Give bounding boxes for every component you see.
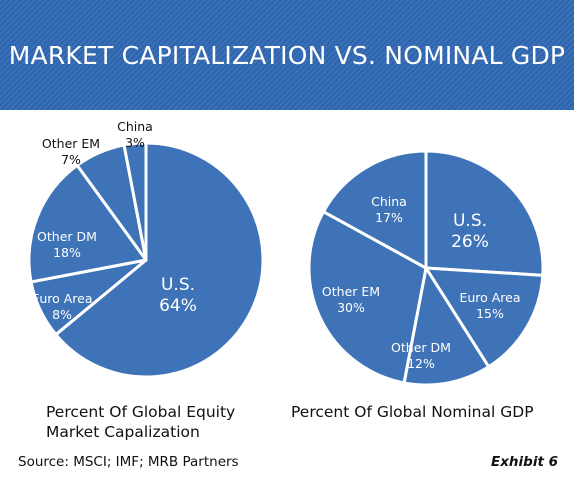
slice-name-other-em: Other EM bbox=[322, 284, 380, 299]
slice-name-other-em: Other EM bbox=[42, 136, 100, 151]
data-label-euro-area: Euro Area 8% bbox=[31, 291, 92, 322]
data-label-other-em: Other EM 30% bbox=[322, 284, 380, 315]
slice-value-china: 17% bbox=[375, 210, 403, 225]
slice-value-euro-area: 15% bbox=[476, 306, 504, 321]
slice-china bbox=[321, 149, 428, 270]
slice-euro-area bbox=[424, 266, 545, 369]
pie-equity-market-cap: U.S. 64% Euro Area 8% Other DM 18% Other EM 7% C… bbox=[27, 119, 265, 379]
slice-u-s bbox=[424, 149, 545, 277]
data-label-u-s: U.S. 64% bbox=[159, 275, 197, 316]
pie-charts: U.S. 64%Euro Area 8%Other DM 18%Other EM 7%C… bbox=[27, 119, 545, 387]
slice-value-euro-area: 8% bbox=[52, 307, 72, 322]
slice-value-other-em: 30% bbox=[337, 300, 365, 315]
data-label-china: China 3% bbox=[117, 119, 153, 150]
slice-value-other-em: 7% bbox=[61, 152, 81, 167]
left-chart-caption: Percent Of Global Equity Market Capaliza… bbox=[46, 402, 276, 442]
data-label-other-em: Other EM 7% bbox=[42, 136, 100, 167]
slice-name-euro-area: Euro Area bbox=[31, 291, 92, 306]
data-label-euro-area: Euro Area 15% bbox=[459, 290, 520, 321]
slice-u-s bbox=[54, 141, 265, 379]
slice-value-other-dm: 12% bbox=[407, 356, 435, 371]
slice-name-euro-area: Euro Area bbox=[459, 290, 520, 305]
pie-nominal-gdp: U.S. 26% Euro Area 15% Other DM 12% Other EM 30… bbox=[307, 149, 545, 387]
exhibit-label: Exhibit 6 bbox=[490, 454, 558, 470]
slice-name-other-dm: Other DM bbox=[391, 340, 451, 355]
slice-value-other-dm: 18% bbox=[53, 245, 81, 260]
slice-name-china: China bbox=[117, 119, 153, 134]
slice-value-china: 3% bbox=[125, 135, 145, 150]
slice-name-u-s: U.S. bbox=[453, 211, 487, 231]
left-caption-line1: Percent Of Global Equity bbox=[46, 403, 236, 421]
title-banner: MARKET CAPITALIZATION VS. NOMINAL GDP bbox=[0, 0, 574, 110]
left-caption-line2: Market Capalization bbox=[46, 423, 200, 441]
slice-name-other-dm: Other DM bbox=[37, 229, 97, 244]
chart-title: MARKET CAPITALIZATION VS. NOMINAL GDP bbox=[8, 40, 566, 70]
slice-other-dm bbox=[27, 163, 148, 284]
slice-other-em bbox=[307, 210, 428, 385]
data-label-other-dm: Other DM 12% bbox=[391, 340, 451, 371]
slice-value-u-s: 64% bbox=[159, 296, 197, 316]
data-label-other-dm: Other DM 18% bbox=[37, 229, 97, 260]
slice-china bbox=[122, 141, 148, 262]
data-label-china: China 17% bbox=[371, 194, 407, 225]
source-note: Source: MSCI; IMF; MRB Partners bbox=[18, 454, 239, 470]
right-chart-caption: Percent Of Global Nominal GDP bbox=[291, 403, 534, 421]
slice-value-u-s: 26% bbox=[451, 232, 489, 252]
data-label-u-s: U.S. 26% bbox=[451, 211, 489, 252]
slice-name-china: China bbox=[371, 194, 407, 209]
slice-other-dm bbox=[402, 266, 491, 387]
slice-name-u-s: U.S. bbox=[161, 275, 195, 295]
